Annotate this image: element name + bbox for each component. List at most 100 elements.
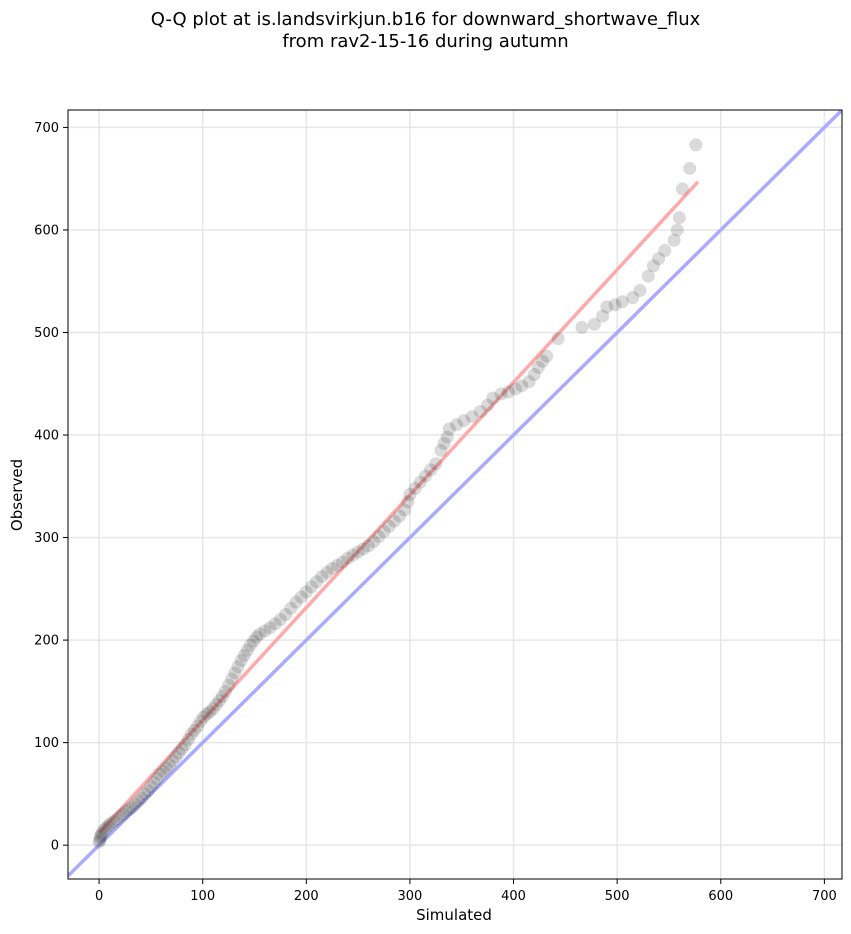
qq-point: [398, 503, 412, 517]
qq-point: [434, 443, 448, 457]
qq-point: [481, 398, 495, 412]
qq-point: [515, 379, 529, 393]
y-tick-label: 400: [34, 429, 59, 444]
qq-point: [667, 233, 681, 247]
qq-point: [203, 705, 217, 719]
qq-point: [465, 410, 479, 424]
qq-point: [486, 391, 500, 405]
qq-point: [408, 481, 422, 495]
qq-point: [527, 368, 541, 382]
qq-point: [377, 524, 391, 538]
qq-point: [641, 269, 655, 283]
qq-point: [330, 558, 344, 572]
qq-point: [94, 828, 108, 842]
qq-point: [626, 291, 640, 305]
qq-point: [113, 809, 127, 823]
qq-point: [356, 542, 370, 556]
chart-title-line-2: from rav2-15-16 during autumn: [282, 31, 569, 52]
qq-point: [536, 354, 550, 368]
qq-point: [253, 627, 267, 641]
qq-point: [320, 565, 334, 579]
qq-point: [670, 223, 684, 237]
qq-point: [346, 548, 360, 562]
qq-point: [596, 309, 610, 323]
qq-point: [672, 211, 686, 225]
qq-point: [122, 802, 136, 816]
qq-point: [689, 138, 703, 152]
qq-point: [418, 469, 432, 483]
qq-point: [116, 807, 130, 821]
qq-point: [372, 530, 386, 544]
qq-point: [615, 295, 629, 309]
qq-point: [197, 710, 211, 724]
x-tick-label: 400: [501, 889, 526, 904]
qq-point: [440, 430, 454, 444]
qq-point: [169, 750, 183, 764]
qq-point: [310, 575, 324, 589]
qq-point: [93, 830, 107, 844]
qq-point: [494, 387, 508, 401]
qq-point: [652, 252, 666, 266]
qq-point: [231, 660, 245, 674]
qq-point: [97, 823, 111, 837]
qq-point: [600, 300, 614, 314]
qq-point: [522, 375, 536, 389]
qq-point: [184, 727, 198, 741]
qq-point: [551, 332, 565, 346]
y-tick-label: 500: [34, 326, 59, 341]
reference-lines: [68, 110, 842, 878]
qq-point: [92, 835, 106, 849]
qq-point: [315, 570, 329, 584]
qq-point: [209, 698, 223, 712]
grid-lines: [68, 110, 842, 879]
qq-point: [646, 259, 660, 273]
qq-point: [284, 601, 298, 615]
y-tick-label: 0: [51, 839, 59, 854]
qq-point: [138, 787, 152, 801]
x-axis-label: Simulated: [416, 906, 492, 924]
qq-point: [225, 672, 239, 686]
qq-point: [99, 821, 113, 835]
qq-point: [153, 767, 167, 781]
qq-point: [289, 595, 303, 609]
qq-point: [234, 654, 248, 668]
qq-point: [675, 182, 689, 196]
x-tick-label: 300: [398, 889, 423, 904]
qq-point: [144, 780, 158, 794]
qq-point: [95, 826, 109, 840]
qq-point: [382, 519, 396, 533]
x-tick-label: 200: [294, 889, 319, 904]
qq-point: [393, 509, 407, 523]
y-tick-label: 600: [34, 223, 59, 238]
identity-line: [68, 110, 842, 878]
qq-point: [250, 630, 264, 644]
qq-point: [341, 551, 355, 565]
qq-point: [263, 621, 277, 635]
y-axis-label: Observed: [8, 459, 26, 531]
x-tick-label: 600: [708, 889, 733, 904]
y-axis-ticks: 0 100 200 300 400 500 600 700: [34, 121, 68, 854]
qq-point: [473, 404, 487, 418]
qq-point: [163, 758, 177, 772]
chart-title-line-1: Q-Q plot at is.landsvirkjun.b16 for down…: [150, 9, 701, 30]
qq-point: [101, 819, 115, 833]
qq-point: [258, 624, 272, 638]
qq-point: [125, 800, 139, 814]
qq-point: [150, 772, 164, 786]
qq-point: [175, 742, 189, 756]
x-tick-label: 500: [605, 889, 630, 904]
qq-point: [159, 761, 173, 775]
qq-point: [215, 689, 229, 703]
qq-point: [128, 797, 142, 811]
qq-point: [575, 320, 589, 334]
x-tick-label: 0: [95, 889, 103, 904]
x-tick-label: 700: [812, 889, 837, 904]
qq-point: [401, 495, 415, 509]
qq-point: [608, 298, 622, 312]
qq-point: [178, 738, 192, 752]
qq-point: [361, 539, 375, 553]
qq-point: [141, 784, 155, 798]
qq-point: [387, 514, 401, 528]
qq-point: [243, 638, 257, 652]
qq-point: [442, 422, 456, 436]
